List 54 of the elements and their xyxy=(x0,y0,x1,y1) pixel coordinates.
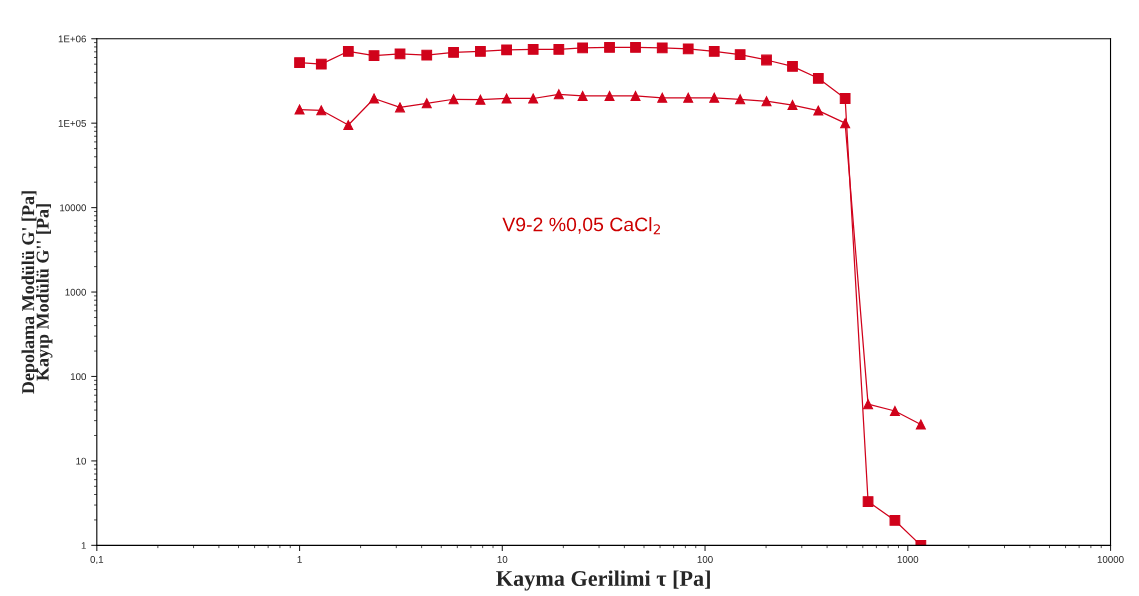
point xyxy=(369,93,380,104)
point xyxy=(787,100,798,111)
point xyxy=(553,43,565,55)
point xyxy=(787,61,798,72)
point xyxy=(553,89,564,100)
point xyxy=(734,49,746,60)
x-tick-label: 100 xyxy=(697,556,713,563)
y-tick-label: 1E+06 xyxy=(58,35,86,43)
y-tick-label: 1000 xyxy=(65,288,87,296)
y-tick-label: 1E+05 xyxy=(58,119,86,127)
point xyxy=(657,92,668,103)
point xyxy=(577,42,589,54)
point xyxy=(577,90,588,101)
point xyxy=(840,118,851,129)
x-tick-label: 1000 xyxy=(897,556,919,563)
point xyxy=(316,105,327,116)
y-tick-label: 10 xyxy=(76,457,87,465)
point xyxy=(604,90,615,101)
point xyxy=(630,42,641,53)
x-tick-label: 10 xyxy=(497,556,508,563)
point xyxy=(708,45,720,57)
point xyxy=(501,44,512,56)
point xyxy=(527,43,539,55)
y-tick-label: 1 xyxy=(81,542,86,549)
point xyxy=(315,58,327,70)
point xyxy=(475,94,486,105)
point xyxy=(812,72,824,84)
x-tick-label: 0,1 xyxy=(90,556,104,565)
point xyxy=(448,46,459,58)
point xyxy=(735,94,746,105)
point xyxy=(343,120,354,131)
point xyxy=(839,93,851,104)
point xyxy=(630,90,641,101)
x-axis-title: Kayma Gerilimi τ [Pa] xyxy=(496,570,710,591)
point xyxy=(475,45,486,57)
point xyxy=(656,42,668,54)
point xyxy=(813,105,824,116)
annotation: V9-2 %0,05 CaCl$_{2}$ xyxy=(502,217,661,235)
point xyxy=(421,49,433,61)
point xyxy=(448,94,459,105)
x-tick-label: 10000 xyxy=(1097,556,1124,563)
point xyxy=(604,42,615,53)
point xyxy=(501,93,512,104)
point xyxy=(683,92,694,103)
point xyxy=(342,45,354,57)
y-tick-label: 10000 xyxy=(60,204,87,212)
y-axis-title: Depolama Modülü G' [Pa] Kayıp Modülü G'' [Pa] xyxy=(21,191,53,394)
x-tick-label: 1 xyxy=(297,556,302,563)
point xyxy=(368,50,380,62)
point xyxy=(761,54,772,66)
y-tick-label: 100 xyxy=(70,373,87,381)
point xyxy=(709,92,720,103)
point xyxy=(421,98,432,109)
point xyxy=(682,43,694,55)
